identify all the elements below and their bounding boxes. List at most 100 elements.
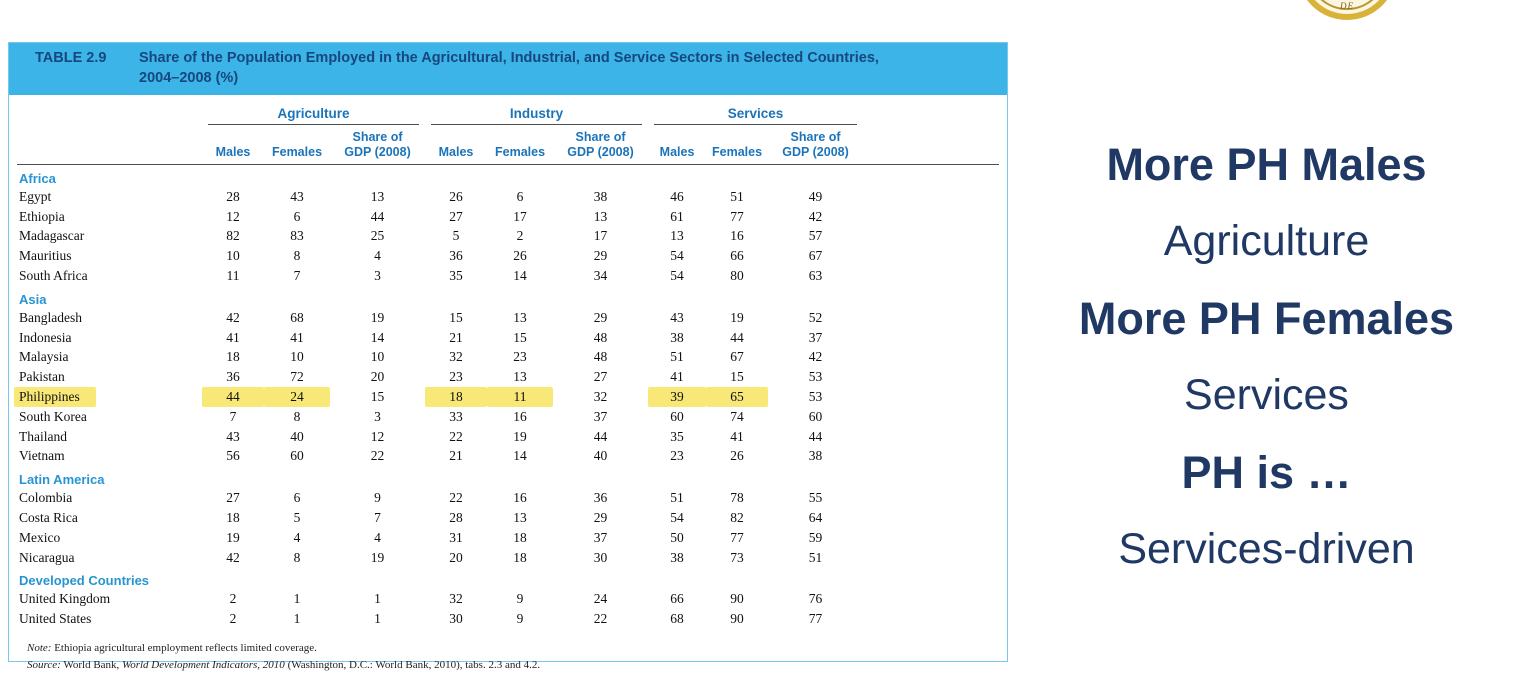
highlight-mark: Philippines (14, 387, 96, 407)
value-cell: 50 (670, 529, 684, 545)
group-label: Industry (431, 106, 643, 126)
region-row: Latin America (17, 466, 999, 488)
sub-header-row: Males Females Share of GDP (2008) Males … (17, 125, 999, 165)
subheader-males: Males (425, 125, 488, 165)
value-cell: 4 (374, 248, 381, 264)
country-cell: United States (19, 611, 92, 627)
table-row: Mexico 19 4 4 31 18 37 50 77 59 (17, 528, 999, 548)
value-cell: 49 (808, 188, 823, 204)
subheader-females: Females (264, 125, 330, 165)
value-cell: 51 (670, 490, 684, 506)
seal-letters: DE (1340, 1, 1354, 11)
table-row: Costa Rica 18 5 7 28 13 29 54 82 64 (17, 508, 999, 528)
table-row: South Korea 7 8 3 33 16 37 60 74 60 (17, 407, 999, 427)
value-cell: 17 (593, 228, 608, 244)
group-header-industry: Industry (425, 97, 648, 126)
table-row: Thailand 43 40 12 22 19 44 35 41 44 (17, 427, 999, 447)
value-cell: 10 (290, 349, 304, 365)
table-notes: Note: Ethiopia agricultural employment r… (17, 629, 999, 673)
table-row: United Kingdom 2 1 1 32 9 24 66 90 76 (17, 589, 999, 609)
annotation-line: More PH Males (1106, 139, 1427, 190)
value-cell: 42 (226, 309, 240, 325)
region-name: Developed Countries (19, 573, 150, 589)
value-cell: 11 (226, 268, 240, 284)
source-pre: World Bank, (60, 658, 123, 671)
value-cell: 20 (449, 549, 463, 565)
value-cell: 44 (730, 329, 744, 345)
value-cell: 54 (670, 510, 684, 526)
value-cell: 7 (293, 268, 301, 284)
value-cell: 83 (290, 228, 304, 244)
table-row: Bangladesh 42 68 19 15 13 29 43 19 52 (17, 308, 999, 328)
value-cell: 4 (293, 529, 301, 545)
value-cell: 15 (370, 389, 385, 405)
value-cell: 43 (226, 428, 240, 444)
country-cell: Egypt (19, 188, 52, 204)
value-cell: 40 (290, 428, 304, 444)
value-cell: 22 (593, 611, 608, 627)
country-cell: Vietnam (19, 448, 65, 464)
value-cell: 29 (593, 510, 608, 526)
source-line: Source: World Bank, World Development In… (27, 657, 987, 674)
table-title-band: TABLE 2.9 Share of the Population Employ… (9, 43, 1007, 96)
annotation-line: Services (1184, 371, 1349, 419)
value-cell: 13 (670, 228, 684, 244)
value-cell: 41 (670, 369, 684, 385)
spacer (863, 427, 999, 447)
value-cell: 60 (670, 408, 684, 424)
spacer (863, 226, 999, 246)
spacer (863, 589, 999, 609)
value-cell: 15 (513, 329, 527, 345)
value-cell: 18 (425, 387, 488, 407)
source-post: (Washington, D.C.: World Bank, 2010), ta… (284, 658, 541, 671)
country-cell: Costa Rica (19, 510, 78, 526)
value-cell: 67 (730, 349, 744, 365)
value-cell: 19 (370, 309, 385, 325)
value-cell: 41 (226, 329, 240, 345)
value-cell: 10 (370, 349, 385, 365)
value-cell: 53 (808, 369, 823, 385)
value-cell: 38 (670, 329, 684, 345)
table-row: Nicaragua 42 8 19 20 18 30 38 73 51 (17, 548, 999, 568)
value-cell: 35 (670, 428, 684, 444)
spacer (863, 125, 999, 165)
subheader-share-gdp: Share of GDP (2008) (330, 125, 426, 165)
value-cell: 15 (449, 309, 463, 325)
country-cell: Nicaragua (19, 549, 75, 565)
country-cell: Madagascar (19, 228, 85, 244)
value-cell: 73 (730, 549, 744, 565)
value-cell: 52 (808, 309, 823, 325)
country-cell: Indonesia (19, 329, 72, 345)
value-cell: 82 (730, 510, 744, 526)
country-cell: Bangladesh (19, 309, 82, 325)
table-row: Pakistan 36 72 20 23 13 27 41 15 53 (17, 367, 999, 387)
table-row: Malaysia 18 10 10 32 23 48 51 67 42 (17, 347, 999, 367)
value-cell: 46 (670, 188, 684, 204)
source-label: Source: (27, 658, 61, 671)
spacer (863, 488, 999, 508)
country-cell: Mauritius (19, 248, 72, 264)
value-cell: 17 (513, 208, 527, 224)
value-cell: 34 (593, 268, 608, 284)
value-cell: 21 (449, 329, 463, 345)
value-cell: 38 (808, 448, 823, 464)
table-number-label: TABLE 2.9 (35, 50, 107, 66)
value-cell: 16 (730, 228, 744, 244)
table-row: Indonesia 41 41 14 21 15 48 38 44 37 (17, 328, 999, 348)
table-row: Egypt 28 43 13 26 6 38 46 51 49 (17, 187, 999, 207)
value-cell: 77 (808, 611, 823, 627)
annotation-line: More PH Females (1078, 293, 1455, 344)
annotation-block: More PH Males Agriculture More PH Females S… (1012, 126, 1521, 588)
value-cell: 64 (808, 510, 823, 526)
spacer (863, 207, 999, 227)
value-cell: 32 (449, 349, 463, 365)
value-cell: 2 (229, 611, 237, 627)
spacer (863, 266, 999, 286)
value-cell: 30 (593, 549, 608, 565)
value-cell: 23 (670, 448, 684, 464)
value-cell: 6 (293, 208, 301, 224)
value-cell: 13 (513, 309, 527, 325)
spacer (863, 508, 999, 528)
spacer (863, 308, 999, 328)
value-cell: 90 (730, 591, 744, 607)
